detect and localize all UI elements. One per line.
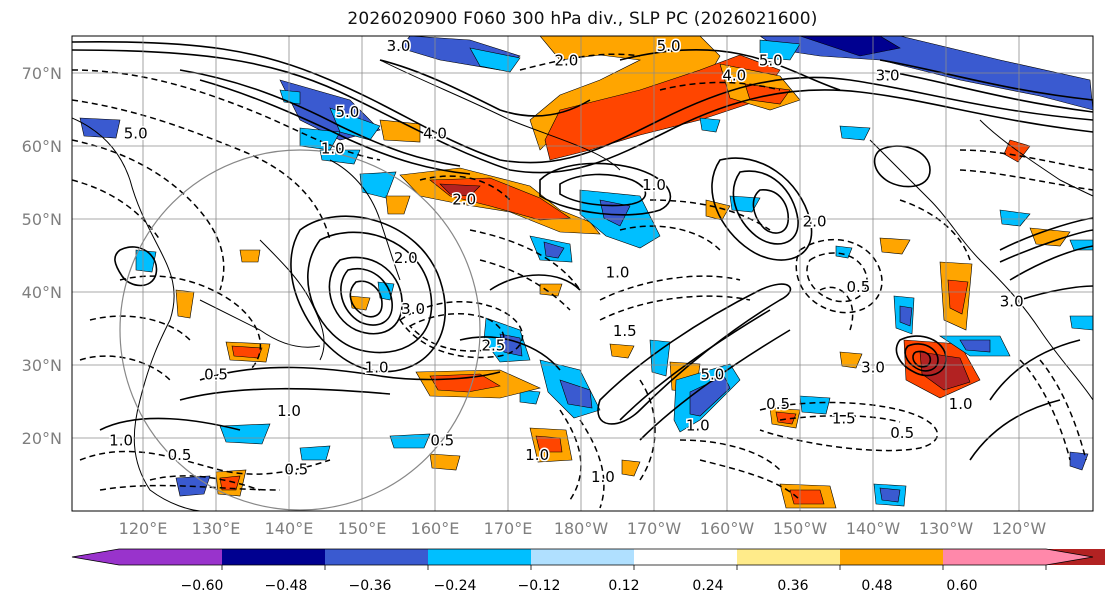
lat-label-30n: 30°N — [22, 356, 62, 375]
lon-label-170w: 170°W — [627, 519, 682, 538]
contour-label: 3.0 — [861, 358, 885, 376]
colorbar-tick-label: 0.24 — [692, 578, 723, 594]
lat-label-20n: 20°N — [22, 429, 62, 448]
lon-label-160e: 160°E — [411, 519, 460, 538]
contour-label: 5.0 — [657, 37, 681, 55]
contour-label: 1.5 — [832, 409, 856, 427]
colorbar-tick-label: 0.12 — [608, 578, 639, 594]
colorbar-bin — [737, 549, 840, 565]
colorbar-bin — [222, 549, 325, 565]
lat-label-70n: 70°N — [22, 64, 62, 83]
lon-label-150e: 150°E — [338, 519, 387, 538]
colorbar-outline — [71, 548, 1094, 566]
map-title: 2026020900 F060 300 hPa div., SLP PC (20… — [347, 9, 818, 29]
dashed-contours — [72, 53, 1093, 509]
colorbar-bin — [943, 549, 1093, 565]
contour-label: 0.5 — [284, 461, 308, 479]
contour-label: 1.0 — [591, 468, 615, 486]
lon-label-170e: 170°E — [484, 519, 533, 538]
map-plot-area: 2.0 5.0 4.0 5.0 3.0 5.0 4.0 5.0 1.0 3.0 1.0 2.0 2.0 3… — [72, 36, 1093, 511]
contour-label: 5.0 — [124, 125, 148, 143]
contour-label: 1.0 — [525, 446, 549, 464]
range-ring — [119, 149, 481, 511]
lon-label-120w: 120°W — [992, 519, 1047, 538]
latitude-labels: 70°N 60°N 50°N 40°N 30°N 20°N — [22, 64, 62, 448]
contour-label: 1.0 — [686, 417, 710, 435]
contour-label: 0.5 — [168, 446, 192, 464]
contour-label: 2.0 — [394, 249, 418, 267]
contour-label: 1.0 — [365, 358, 389, 376]
lon-label-140e: 140°E — [265, 519, 314, 538]
contour-label: 3.0 — [876, 66, 900, 84]
lon-label-140w: 140°W — [846, 519, 901, 538]
contour-label: 1.0 — [321, 139, 345, 157]
contour-label: 4.0 — [423, 125, 447, 143]
colorbar-tick-label: −0.24 — [434, 578, 477, 594]
lat-label-50n: 50°N — [22, 210, 62, 229]
lon-label-150w: 150°W — [773, 519, 828, 538]
lon-label-130w: 130°W — [919, 519, 974, 538]
contour-label: 4.0 — [722, 66, 746, 84]
contour-label: 3.0 — [1000, 293, 1024, 311]
contour-label: 1.0 — [642, 176, 666, 194]
contour-label: 5.0 — [759, 52, 783, 70]
coastlines — [72, 59, 1093, 511]
lon-label-180w: 180°W — [554, 519, 609, 538]
colorbar-bin — [72, 549, 222, 565]
slp-contours — [72, 40, 1093, 461]
colorbar-tick-label: −0.36 — [349, 578, 392, 594]
colorbar-tick-label: −0.60 — [181, 578, 224, 594]
contour-label: 5.0 — [335, 103, 359, 121]
colorbar-tick-labels: −0.60 −0.48 −0.36 −0.24 −0.12 0.12 0.24 … — [181, 578, 978, 594]
contour-label: 0.5 — [204, 366, 228, 384]
colorbar-bin — [634, 549, 737, 565]
colorbar-tick-label: 0.36 — [777, 578, 808, 594]
contour-label: 1.0 — [109, 431, 133, 449]
colorbar-tick-label: 0.48 — [861, 578, 892, 594]
contour-label: 5.0 — [700, 366, 724, 384]
divergence-shading — [79, 36, 1093, 509]
colorbar-tick-label: −0.12 — [518, 578, 561, 594]
longitude-labels: 120°E 130°E 140°E 150°E 160°E 170°E 180°… — [119, 519, 1047, 538]
colorbar-bin — [840, 549, 943, 565]
contour-label: 0.5 — [430, 431, 454, 449]
contour-label: 2.0 — [554, 52, 578, 70]
contour-label: 1.0 — [277, 402, 301, 420]
contour-label: 3.0 — [387, 37, 411, 55]
colorbar-bin — [325, 549, 428, 565]
contour-label: 2.5 — [481, 336, 505, 354]
contour-label: 0.5 — [766, 395, 790, 413]
contour-label: 1.0 — [606, 263, 630, 281]
lon-label-160w: 160°W — [700, 519, 755, 538]
graticule — [72, 36, 1093, 511]
contour-labels: 2.0 5.0 4.0 5.0 3.0 5.0 4.0 5.0 1.0 3.0 1.0 2.0 2.0 3… — [108, 36, 1025, 487]
lon-label-120e: 120°E — [119, 519, 168, 538]
contour-label: 2.0 — [452, 190, 476, 208]
contour-label: 3.0 — [401, 300, 425, 318]
contour-label: 0.5 — [846, 278, 870, 296]
lat-label-40n: 40°N — [22, 283, 62, 302]
lat-label-60n: 60°N — [22, 137, 62, 156]
contour-label: 2.0 — [803, 212, 827, 230]
lon-label-130e: 130°E — [192, 519, 241, 538]
colorbar-tick-label: −0.48 — [265, 578, 308, 594]
contour-label: 1.5 — [613, 322, 637, 340]
contour-label: 1.0 — [949, 395, 973, 413]
colorbar-tick-label: 0.60 — [946, 578, 977, 594]
colorbar-bin — [531, 549, 634, 565]
colorbar-bin — [428, 549, 531, 565]
map-frame — [71, 35, 1094, 512]
colorbar — [71, 548, 1105, 570]
contour-label: 0.5 — [890, 424, 914, 442]
